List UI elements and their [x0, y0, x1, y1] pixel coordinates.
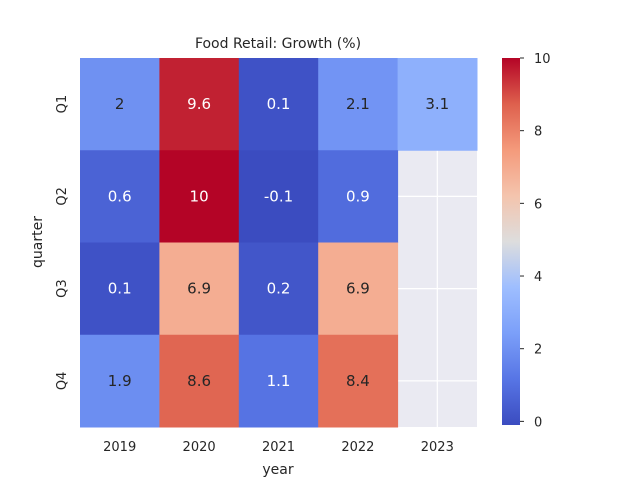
colorbar-tick-label: 0: [534, 415, 542, 430]
chart-title: Food Retail: Growth (%): [195, 36, 361, 52]
cell-value-label: -0.1: [264, 187, 293, 205]
heatmap-cell: [159, 242, 240, 336]
cell-value-label: 0.9: [346, 187, 370, 205]
cell-value-label: 9.6: [187, 95, 211, 113]
colorbar-ticks: 0 2 4 6 8 10: [520, 52, 551, 430]
x-axis-label: year: [262, 462, 293, 478]
heatmap-cell: [238, 242, 319, 336]
x-tick-label: 2022: [341, 440, 374, 455]
cell-value-label: 8.6: [187, 372, 211, 390]
y-tick-label: Q4: [55, 372, 70, 391]
heatmap-cell: [80, 334, 160, 428]
colorbar-tick-label: 6: [534, 197, 542, 212]
cell-value-label: 2: [115, 95, 125, 113]
heatmap-cell: [238, 150, 319, 243]
x-tick-label: 2019: [103, 440, 136, 455]
colorbar: [502, 58, 520, 425]
y-axis-label: quarter: [30, 216, 46, 268]
y-tick-label: Q3: [55, 279, 70, 298]
cell-value-label: 6.9: [346, 280, 370, 298]
cell-value-label: 0.1: [108, 280, 132, 298]
heatmap-cell: [318, 334, 399, 428]
y-tick-label: Q1: [55, 95, 70, 114]
heatmap-cell: [159, 150, 240, 243]
cell-value-label: 1.1: [267, 372, 291, 390]
cell-value-label: 0.6: [108, 187, 132, 205]
cell-value-label: 0.2: [267, 280, 291, 298]
heatmap-cell: [318, 150, 399, 243]
heatmap-cell: [238, 58, 319, 151]
cell-value-label: 2.1: [346, 95, 370, 113]
heatmap-cell: [318, 58, 399, 151]
colorbar-tick-label: 8: [534, 125, 542, 140]
heatmap-cell: [159, 58, 240, 151]
colorbar-tick-label: 10: [534, 52, 551, 67]
cell-value-label: 1.9: [108, 372, 132, 390]
cell-value-label: 8.4: [346, 372, 370, 390]
heatmap-cell: [80, 242, 160, 336]
y-tick-labels: Q1 Q2 Q3 Q4: [55, 95, 70, 390]
x-tick-label: 2021: [262, 440, 295, 455]
x-tick-labels: 2019 2020 2021 2022 2023: [103, 440, 454, 455]
heatmap-cell: [80, 150, 160, 243]
heatmap-cell: [397, 58, 478, 151]
colorbar-tick-label: 4: [534, 270, 542, 285]
heatmap-cell: [238, 334, 319, 428]
y-tick-label: Q2: [55, 187, 70, 206]
heatmap-cell: [159, 334, 240, 428]
heatmap-cell: [80, 58, 160, 151]
cell-value-label: 10: [190, 187, 209, 205]
heatmap-cells: 2 9.6 0.1 2.1 3.1 0.6 10 -0.1 0.9 0.1 6.9 0.2 6.9 1.9…: [80, 58, 478, 428]
x-tick-label: 2023: [421, 440, 454, 455]
x-tick-label: 2020: [183, 440, 216, 455]
colorbar-tick-label: 2: [534, 343, 542, 358]
cell-value-label: 0.1: [267, 95, 291, 113]
cell-value-label: 3.1: [425, 95, 449, 113]
heatmap-cell: [318, 242, 399, 336]
cell-value-label: 6.9: [187, 280, 211, 298]
